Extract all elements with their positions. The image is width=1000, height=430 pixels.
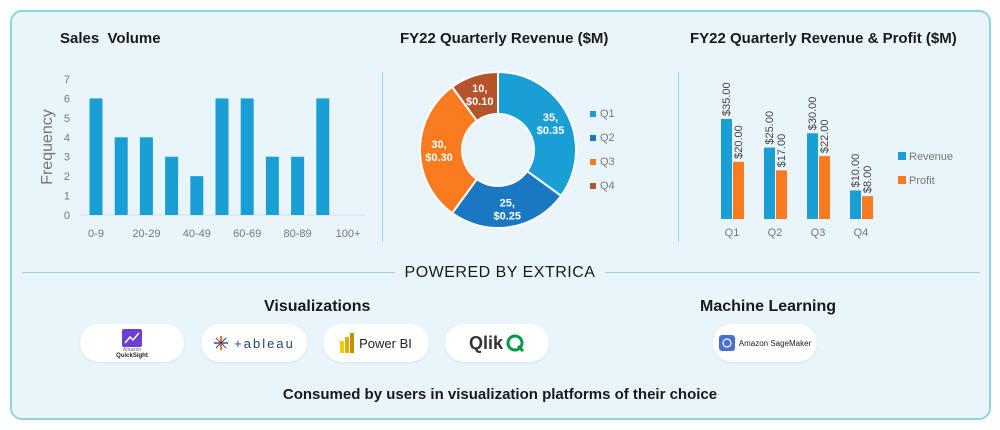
visualizations-heading: Visualizations [264, 298, 371, 315]
legend-label-Q2: Q2 [600, 132, 615, 144]
profit-data-label-Q4: $8.00 [862, 166, 874, 194]
slice-label-Q4: 10, $0.10 [466, 83, 494, 108]
quicksight-label-top: Amazon [122, 346, 142, 353]
revenue-bar-Q4 [850, 190, 861, 219]
legend-label-Q1: Q1 [600, 108, 615, 120]
quicksight-icon [122, 328, 142, 347]
slice-Q4 [450, 70, 499, 123]
y-tick-label: 0 [64, 210, 70, 222]
y-tick-label: 6 [64, 93, 70, 105]
machine-learning-heading: Machine Learning [700, 298, 837, 315]
revenue-bar-Q3 [807, 133, 818, 219]
tableau-label: +ableau [234, 335, 295, 351]
sagemaker-icon [718, 335, 735, 351]
quicksight-label: QuickSight [116, 352, 148, 359]
sales-volume-chart: 0 1 2 3 4 5 6 7 Frequency 0-9 20-29 40-49 60-69 80-89… [39, 74, 365, 240]
profit-data-label-Q1: $20.00 [733, 125, 745, 159]
qlik-logo[interactable]: Qlik [445, 324, 549, 362]
revenue-bar-Q1 [721, 119, 732, 219]
x-tick-label: Q4 [854, 227, 869, 239]
powerbi-logo[interactable]: Power BI [323, 324, 429, 362]
bar-90-99 [316, 98, 330, 215]
qlik-label: Qlik [468, 332, 503, 353]
y-tick-label: 3 [64, 152, 70, 164]
legend-swatch-Q3 [590, 159, 596, 165]
quarterly-revenue-chart: 35, $0.35 25, $0.25 30, $0.30 10, $0.10 Q1 Q2 Q3 Q4 [419, 70, 615, 229]
bar-10-19 [114, 137, 128, 215]
x-tick-label: 40-49 [183, 228, 211, 240]
sales-volume-title: Sales Volume [60, 30, 161, 47]
profit-data-label-Q2: $17.00 [776, 134, 788, 168]
x-tick-label: 80-89 [284, 228, 312, 240]
y-axis-label: Frequency [39, 109, 56, 185]
legend-swatch-profit [898, 176, 906, 184]
x-tick-label: 60-69 [233, 228, 261, 240]
powerbi-label: Power BI [359, 335, 412, 351]
revenue-bar-Q2 [764, 147, 775, 219]
x-tick-label: 100+ [336, 228, 361, 240]
y-tick-label: 2 [64, 171, 70, 183]
quicksight-logo[interactable]: Amazon QuickSight [80, 324, 184, 362]
legend-swatch-revenue [898, 152, 906, 160]
x-tick-label: Q1 [725, 227, 740, 239]
profit-bar-Q1 [733, 161, 744, 219]
sagemaker-label: Amazon SageMaker [738, 338, 812, 348]
y-tick-label: 4 [64, 132, 70, 144]
footer-text: Consumed by users in visualization platf… [282, 386, 718, 403]
legend-label-revenue: Revenue [909, 151, 953, 163]
bar-20-29 [139, 137, 153, 215]
slice-label-Q3: 30, $0.30 [425, 139, 453, 164]
x-tick-label: 0-9 [88, 228, 104, 240]
tableau-cross-icon [214, 336, 229, 350]
slice-Q2 [450, 169, 563, 229]
profit-data-label-Q3: $22.00 [819, 119, 831, 153]
x-tick-label: 20-29 [132, 228, 160, 240]
legend-label-Q3: Q3 [600, 156, 615, 168]
bar-50-59 [215, 98, 229, 215]
tableau-logo[interactable]: +ableau [201, 324, 307, 362]
revenue-data-label-Q2: $25.00 [764, 111, 776, 145]
qlik-q-icon [506, 334, 525, 353]
legend-label-Q4: Q4 [600, 180, 615, 192]
y-tick-label: 5 [64, 113, 70, 125]
bar-40-49 [190, 176, 204, 215]
x-tick-label: Q3 [811, 227, 826, 239]
profit-bar-Q2 [776, 170, 787, 219]
profit-bar-Q3 [819, 156, 830, 219]
quarterly-revenue-title: FY22 Quarterly Revenue ($M) [400, 30, 609, 47]
bar-30-39 [165, 156, 179, 215]
y-tick-label: 7 [64, 74, 70, 86]
revenue-data-label-Q1: $35.00 [721, 82, 733, 116]
bar-80-89 [291, 156, 305, 215]
legend-swatch-Q4 [590, 183, 596, 189]
revenue-data-label-Q3: $30.00 [807, 97, 819, 131]
powerbi-icon [340, 333, 355, 353]
sagemaker-logo[interactable]: Amazon SageMaker [713, 324, 817, 362]
slice-Q3 [419, 85, 479, 215]
bar-60-69 [240, 98, 254, 215]
divider-left [382, 72, 383, 242]
slice-label-Q1: 35, $0.35 [537, 112, 565, 137]
bar-70-79 [265, 156, 279, 215]
revenue-profit-title: FY22 Quarterly Revenue & Profit ($M) [690, 30, 957, 47]
bar-0-9 [89, 98, 103, 215]
powered-by-label: POWERED BY EXTRICA [395, 262, 605, 284]
profit-bar-Q4 [862, 196, 873, 219]
legend-label-profit: Profit [909, 175, 935, 187]
legend-swatch-Q1 [590, 111, 596, 117]
x-tick-label: Q2 [768, 227, 783, 239]
y-tick-label: 1 [64, 191, 70, 203]
divider-right [678, 72, 679, 242]
revenue-data-label-Q4: $10.00 [850, 154, 862, 188]
legend-swatch-Q2 [590, 135, 596, 141]
slice-label-Q2: 25, $0.25 [493, 197, 521, 222]
revenue-profit-chart: $35.00$20.00 Q1 $25.00$17.00 Q2 $30.00$22.00… [721, 82, 953, 239]
slice-Q1 [497, 70, 577, 198]
